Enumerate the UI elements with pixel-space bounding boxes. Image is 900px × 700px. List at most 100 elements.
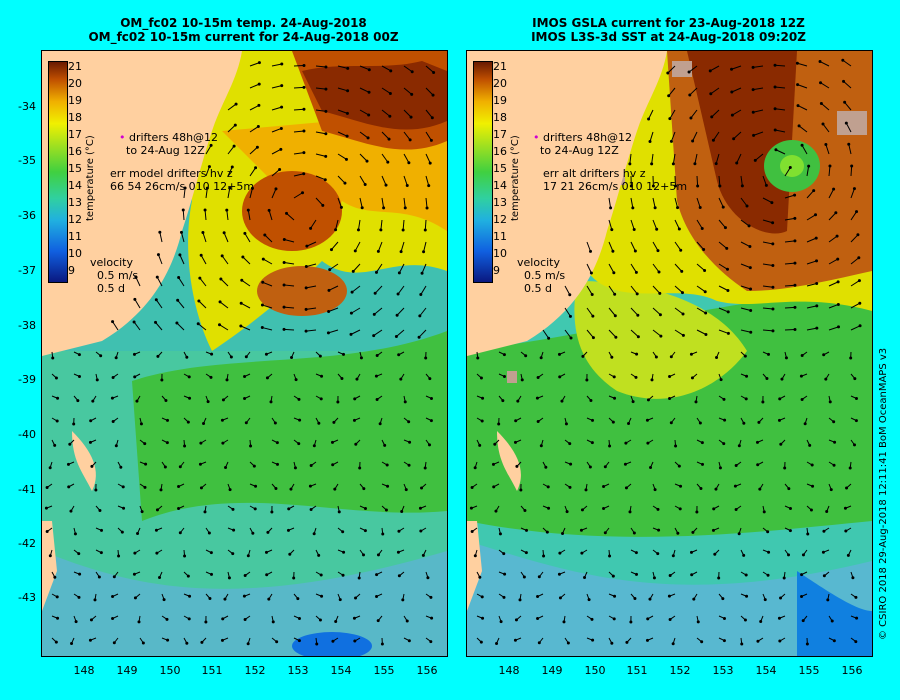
current-arrow-head <box>293 466 297 470</box>
current-arrow-head <box>394 335 398 339</box>
current-arrow <box>825 144 830 155</box>
current-arrow <box>718 263 728 270</box>
current-arrow <box>197 323 207 331</box>
current-arrow <box>798 125 808 133</box>
current-arrow-head <box>569 462 573 466</box>
current-arrow <box>423 241 427 252</box>
current-arrow <box>315 131 326 135</box>
current-arrow <box>359 87 370 93</box>
current-arrow-head <box>44 506 48 510</box>
current-arrow-head <box>560 399 564 403</box>
current-arrow-head <box>624 441 628 445</box>
current-arrow-head <box>718 466 722 470</box>
current-arrow-head <box>405 619 409 623</box>
current-arrow-head <box>333 487 337 491</box>
current-arrow-head <box>715 355 719 359</box>
current-arrow-head <box>341 352 345 356</box>
current-arrow-head <box>352 418 356 422</box>
current-arrow-head <box>261 280 265 284</box>
current-arrow-head <box>73 532 77 536</box>
current-arrow <box>806 305 817 309</box>
current-arrow-head <box>346 89 350 93</box>
cb-tick: 19 <box>68 94 82 107</box>
current-arrow <box>828 258 838 265</box>
current-arrow-head <box>318 354 322 358</box>
current-arrow-head <box>154 298 158 302</box>
current-arrow-head <box>282 327 286 331</box>
current-arrow-head <box>185 355 189 359</box>
current-arrow-head <box>655 227 659 231</box>
cb-tick: 15 <box>68 162 82 175</box>
current-arrow <box>425 87 434 96</box>
current-arrow-head <box>352 616 356 620</box>
current-arrow <box>586 329 594 338</box>
current-arrow <box>264 234 273 243</box>
current-arrow-head <box>230 165 234 169</box>
current-arrow-head <box>134 275 138 279</box>
current-arrow <box>293 86 305 89</box>
current-arrow-head <box>793 261 797 265</box>
current-arrow <box>247 210 251 221</box>
current-arrow-head <box>493 442 497 446</box>
current-arrow <box>373 329 383 336</box>
cb-tick: 12 <box>68 213 82 226</box>
current-arrow <box>157 254 163 265</box>
current-arrow-head <box>243 617 247 621</box>
current-arrow-head <box>588 465 592 469</box>
current-arrow-head <box>254 484 258 488</box>
current-arrow-head <box>324 109 328 113</box>
drifters-legend: • drifters 48h@12 to 24-Aug 12Z <box>119 131 219 157</box>
current-arrow-head <box>91 399 95 403</box>
current-arrow-head <box>713 552 717 556</box>
current-arrow-head <box>430 616 434 620</box>
cb-tick: 11 <box>68 230 82 243</box>
current-arrow <box>178 277 185 287</box>
current-arrow-head <box>376 619 380 623</box>
current-arrow-head <box>762 510 766 514</box>
current-arrow-head <box>207 531 211 535</box>
current-arrow-head <box>635 292 639 296</box>
current-arrow-head <box>422 250 426 254</box>
current-arrow-head <box>424 356 428 360</box>
current-arrow-head <box>208 597 212 601</box>
current-arrow <box>713 131 720 141</box>
current-arrow-head <box>547 506 551 510</box>
current-arrow-head <box>481 616 485 620</box>
current-arrow-head <box>427 184 431 188</box>
current-arrow-head <box>737 444 741 448</box>
current-arrow-head <box>324 87 328 91</box>
current-arrow-head <box>179 230 183 234</box>
current-arrow-head <box>267 208 271 212</box>
current-arrow <box>740 307 751 312</box>
current-arrow-head <box>360 206 364 210</box>
current-arrow-head <box>771 263 775 267</box>
current-arrow-head <box>119 465 123 469</box>
current-arrow-head <box>589 399 593 403</box>
current-arrow-head <box>156 354 160 358</box>
current-arrow-head <box>204 620 208 624</box>
current-arrow <box>608 307 616 317</box>
current-arrow-head <box>90 464 94 468</box>
current-arrow <box>183 188 186 199</box>
current-arrow-head <box>367 68 371 72</box>
current-arrow-head <box>602 507 606 511</box>
current-arrow <box>328 285 339 291</box>
current-arrow <box>400 241 405 252</box>
current-arrow-head <box>114 444 118 448</box>
current-arrow-head <box>117 554 121 558</box>
current-arrow <box>828 188 835 199</box>
current-arrow-head <box>732 137 736 141</box>
current-arrow-head <box>800 143 804 147</box>
current-arrow-head <box>375 354 379 358</box>
current-arrow-head <box>829 488 833 492</box>
current-arrow <box>710 87 720 95</box>
current-arrow-head <box>418 314 422 318</box>
current-arrow-head <box>854 640 858 644</box>
current-arrow <box>753 109 764 113</box>
current-arrow <box>403 153 410 163</box>
current-arrow-head <box>749 309 753 313</box>
current-arrow <box>850 211 857 221</box>
current-arrow-head <box>536 617 540 621</box>
current-arrow-head <box>767 550 771 554</box>
current-arrow-head <box>297 442 301 446</box>
